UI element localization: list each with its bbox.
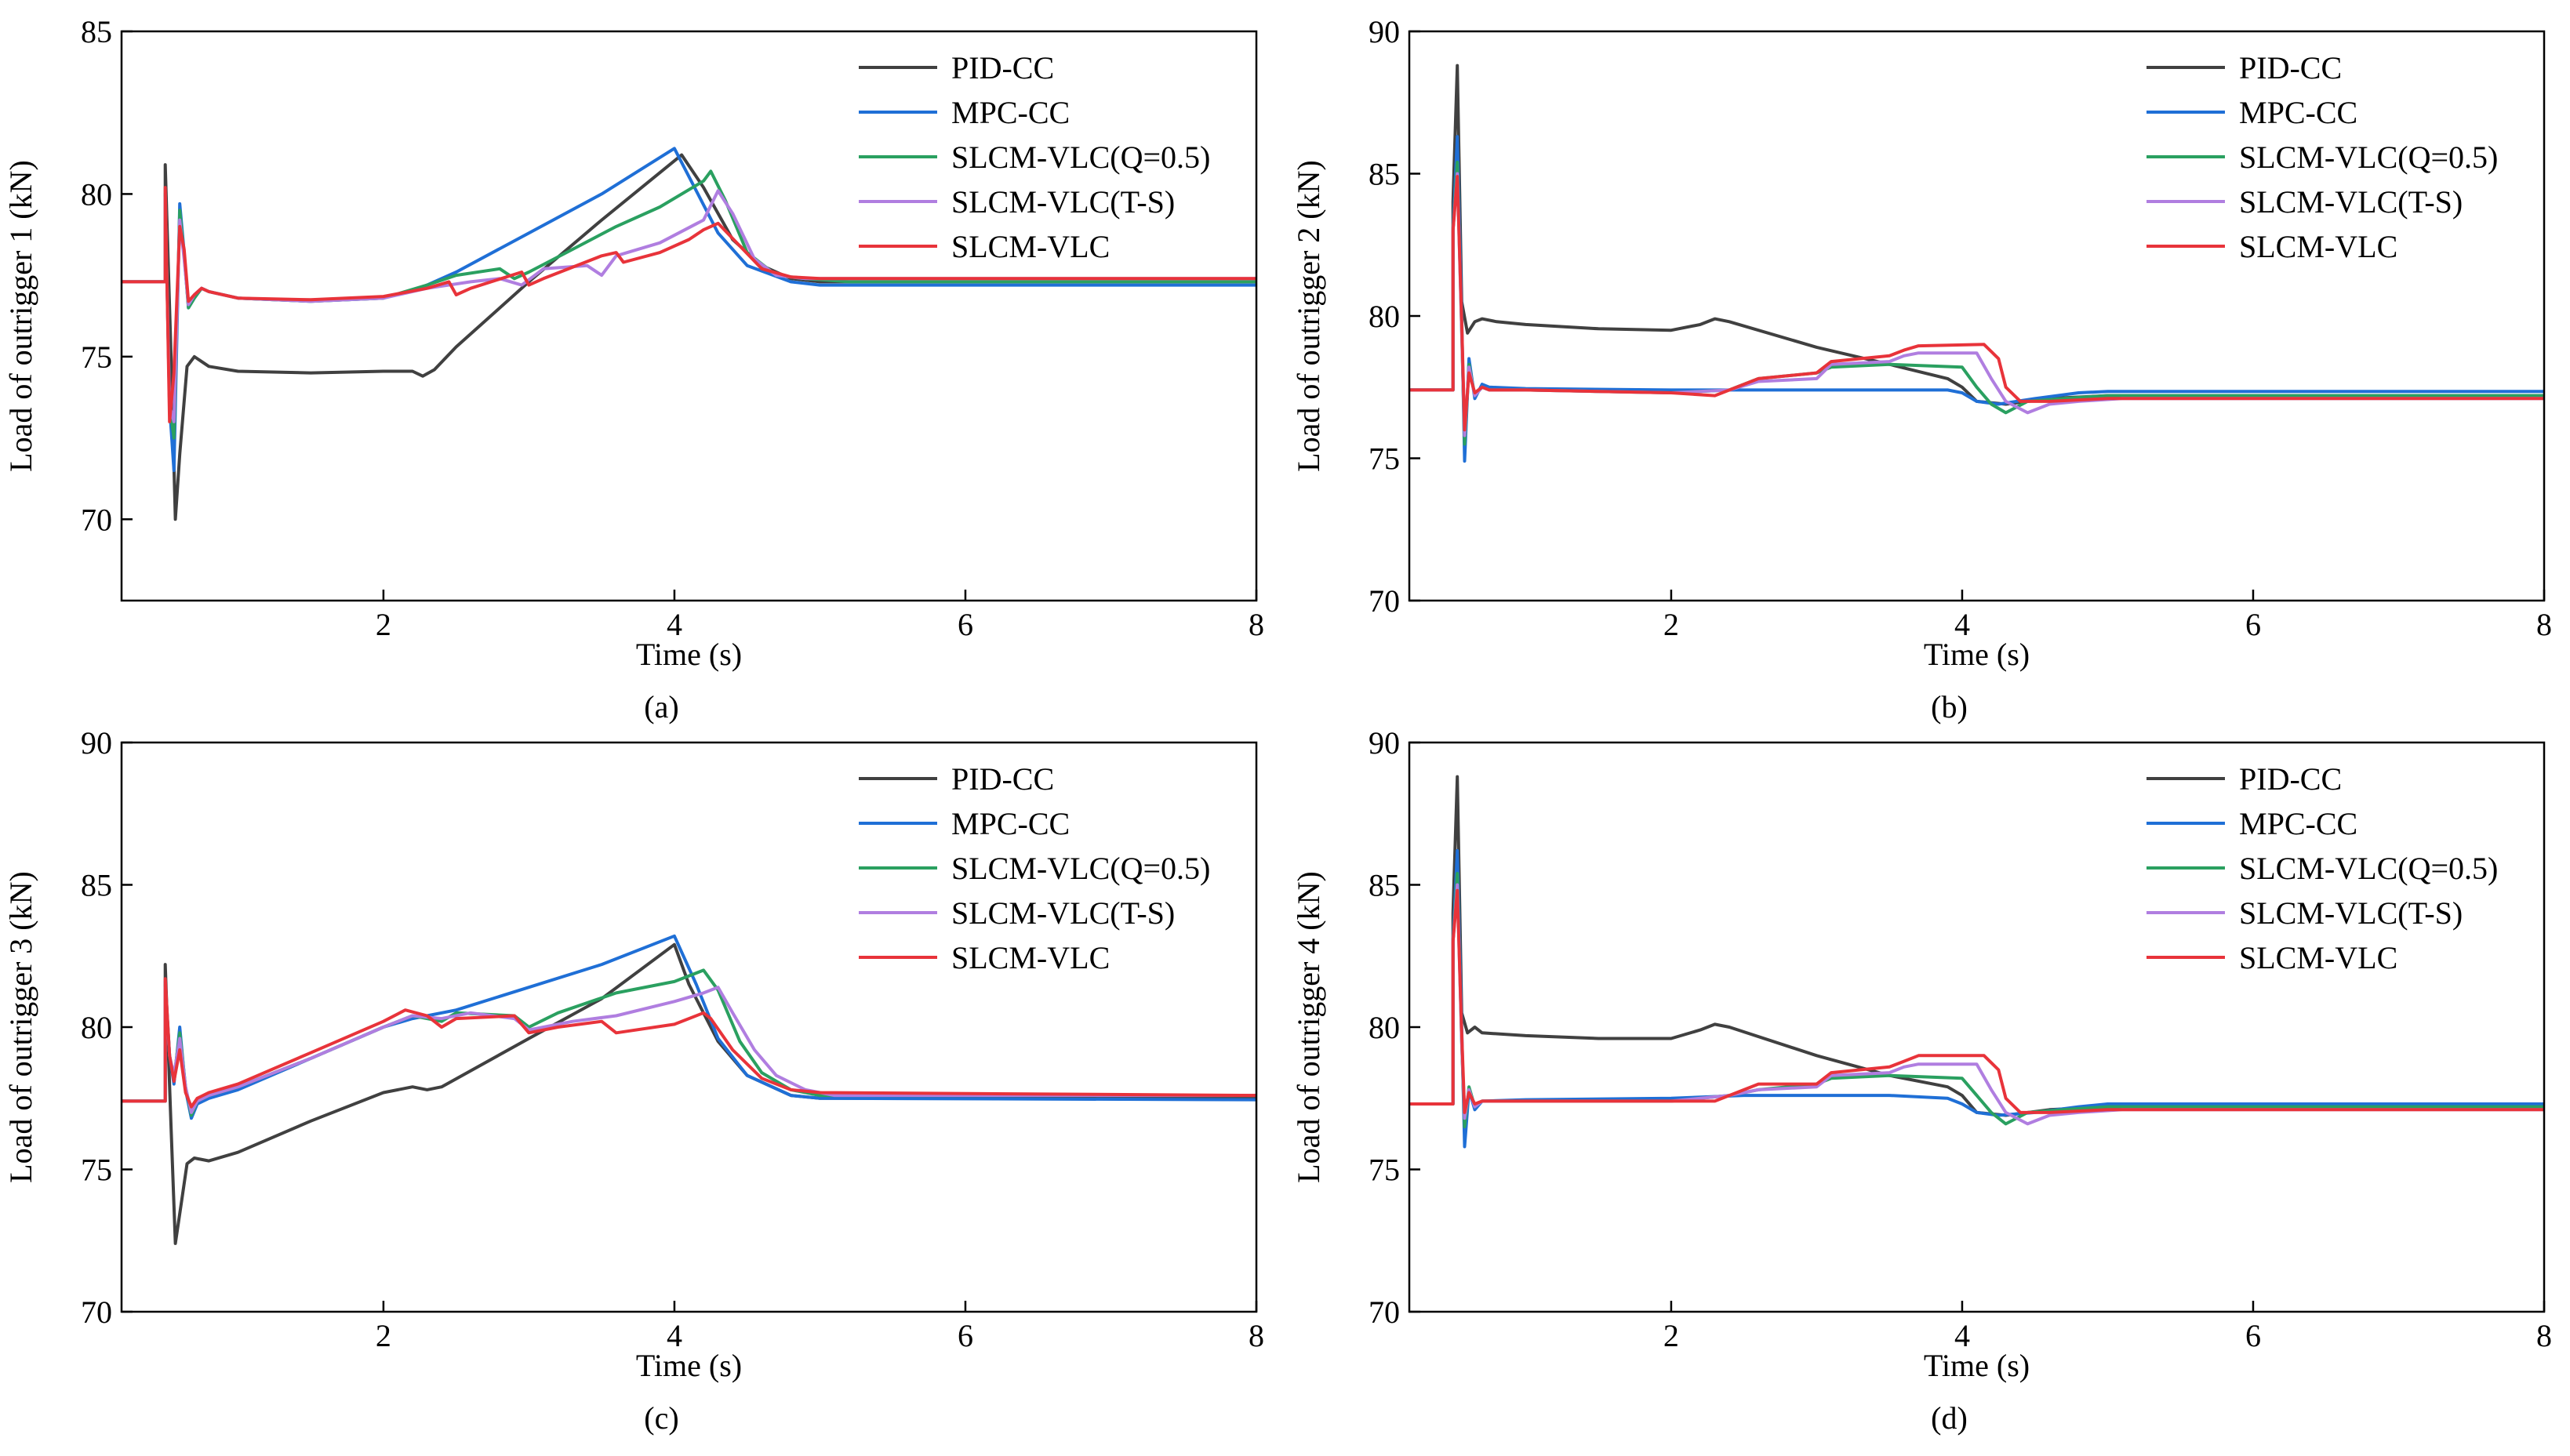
y-tick-label: 90	[81, 725, 112, 761]
x-tick-label: 2	[376, 607, 391, 642]
y-tick-label: 85	[81, 868, 112, 903]
legend-label-slcm-vlc-t-s: SLCM-VLC(T-S)	[951, 184, 1175, 220]
y-tick-label: 70	[1369, 583, 1400, 619]
legend-label-slcm-vlc-q-0-5: SLCM-VLC(Q=0.5)	[2239, 851, 2498, 886]
y-tick-label: 90	[1369, 14, 1400, 49]
y-axis-label: Load of outrigger 2 (kN)	[1291, 160, 1326, 472]
y-tick-label: 80	[81, 1010, 112, 1045]
y-tick-label: 75	[81, 339, 112, 375]
legend: PID-CC MPC-CC SLCM-VLC(Q=0.5) SLCM-VLC(T-S)…	[859, 761, 1210, 975]
legend-label-slcm-vlc-t-s: SLCM-VLC(T-S)	[2239, 184, 2463, 220]
x-tick-label: 2	[1663, 1318, 1679, 1353]
panel-1: 2 4 6 8 70 75 80 85 Time (s) Load of outrigger 1 …	[3, 14, 1264, 724]
x-axis-label: Time (s)	[636, 637, 742, 672]
legend-label-slcm-vlc: SLCM-VLC	[951, 940, 1110, 975]
x-tick-label: 8	[1249, 607, 1264, 642]
x-tick-label: 8	[2536, 607, 2552, 642]
x-tick-label: 8	[1249, 1318, 1264, 1353]
y-tick-label: 75	[81, 1153, 112, 1188]
legend: PID-CC MPC-CC SLCM-VLC(Q=0.5) SLCM-VLC(T-S)…	[2147, 50, 2498, 264]
x-tick-label: 6	[958, 1318, 973, 1353]
panel-caption: (b)	[1931, 689, 1968, 724]
series-line-slcm-vlc	[1409, 888, 2544, 1114]
legend-label-slcm-vlc-t-s: SLCM-VLC(T-S)	[951, 895, 1175, 931]
plot-frame	[1408, 30, 2546, 602]
x-tick-label: 4	[667, 607, 682, 642]
x-tick-label: 6	[958, 607, 973, 642]
y-tick-label: 80	[1369, 299, 1400, 334]
legend: PID-CC MPC-CC SLCM-VLC(Q=0.5) SLCM-VLC(T-S)…	[2147, 761, 2498, 975]
series-line-slcm-vlc-t-s	[122, 189, 1256, 423]
legend-label-slcm-vlc: SLCM-VLC	[2239, 229, 2397, 264]
x-axis-label: Time (s)	[636, 1348, 742, 1383]
y-tick-label: 85	[1369, 868, 1400, 903]
series-line-slcm-vlc	[122, 186, 1256, 423]
legend-label-pid-cc: PID-CC	[2239, 50, 2342, 85]
series-line-slcm-vlc	[122, 977, 1256, 1109]
y-tick-label: 75	[1369, 1153, 1400, 1188]
panel-caption: (c)	[644, 1400, 678, 1436]
y-tick-label: 80	[1369, 1010, 1400, 1045]
legend: PID-CC MPC-CC SLCM-VLC(Q=0.5) SLCM-VLC(T-S)…	[859, 50, 1210, 264]
y-tick-label: 70	[1369, 1294, 1400, 1330]
legend-label-slcm-vlc-t-s: SLCM-VLC(T-S)	[2239, 895, 2463, 931]
series-line-slcm-vlc	[1409, 175, 2544, 432]
panel-4: 2 4 6 8 70 75 80 85 90 Time (s) Load of outrigger …	[1291, 725, 2552, 1436]
panel-caption: (a)	[644, 689, 678, 724]
y-axis-label: Load of outrigger 3 (kN)	[3, 871, 38, 1183]
x-tick-label: 4	[1954, 1318, 1970, 1353]
legend-label-mpc-cc: MPC-CC	[951, 806, 1070, 841]
legend-label-mpc-cc: MPC-CC	[2239, 95, 2357, 130]
x-tick-label: 6	[2245, 1318, 2261, 1353]
legend-label-slcm-vlc-q-0-5: SLCM-VLC(Q=0.5)	[951, 851, 1210, 886]
legend-label-mpc-cc: MPC-CC	[2239, 806, 2357, 841]
plot-frame	[1408, 741, 2546, 1313]
legend-label-slcm-vlc-q-0-5: SLCM-VLC(Q=0.5)	[2239, 140, 2498, 175]
y-tick-label: 70	[81, 1294, 112, 1330]
x-tick-label: 8	[2536, 1318, 2552, 1353]
x-tick-label: 2	[1663, 607, 1679, 642]
x-axis-label: Time (s)	[1924, 1348, 2030, 1383]
panel-caption: (d)	[1931, 1400, 1968, 1436]
legend-label-slcm-vlc-q-0-5: SLCM-VLC(Q=0.5)	[951, 140, 1210, 175]
legend-label-mpc-cc: MPC-CC	[951, 95, 1070, 130]
legend-label-pid-cc: PID-CC	[2239, 761, 2342, 797]
series-line-slcm-vlc-t-s	[122, 986, 1256, 1114]
panel-2: 2 4 6 8 70 75 80 85 90 Time (s) Load of outrigger …	[1291, 14, 2552, 724]
legend-label-slcm-vlc: SLCM-VLC	[2239, 940, 2397, 975]
x-tick-label: 4	[667, 1318, 682, 1353]
y-axis-label: Load of outrigger 4 (kN)	[1291, 871, 1326, 1183]
y-tick-label: 85	[1369, 157, 1400, 192]
y-tick-label: 85	[81, 14, 112, 49]
x-tick-label: 6	[2245, 607, 2261, 642]
legend-label-pid-cc: PID-CC	[951, 50, 1054, 85]
y-tick-label: 90	[1369, 725, 1400, 761]
plot-frame	[120, 30, 1258, 602]
panel-3: 2 4 6 8 70 75 80 85 90 Time (s) Load of outrigger …	[3, 725, 1264, 1436]
legend-label-slcm-vlc: SLCM-VLC	[951, 229, 1110, 264]
x-tick-label: 2	[376, 1318, 391, 1353]
legend-label-pid-cc: PID-CC	[951, 761, 1054, 797]
y-axis-label: Load of outrigger 1 (kN)	[3, 160, 38, 472]
x-tick-label: 4	[1954, 607, 1970, 642]
y-tick-label: 75	[1369, 441, 1400, 477]
y-tick-label: 80	[81, 176, 112, 212]
y-tick-label: 70	[81, 502, 112, 537]
plot-frame	[120, 741, 1258, 1313]
x-axis-label: Time (s)	[1924, 637, 2030, 672]
